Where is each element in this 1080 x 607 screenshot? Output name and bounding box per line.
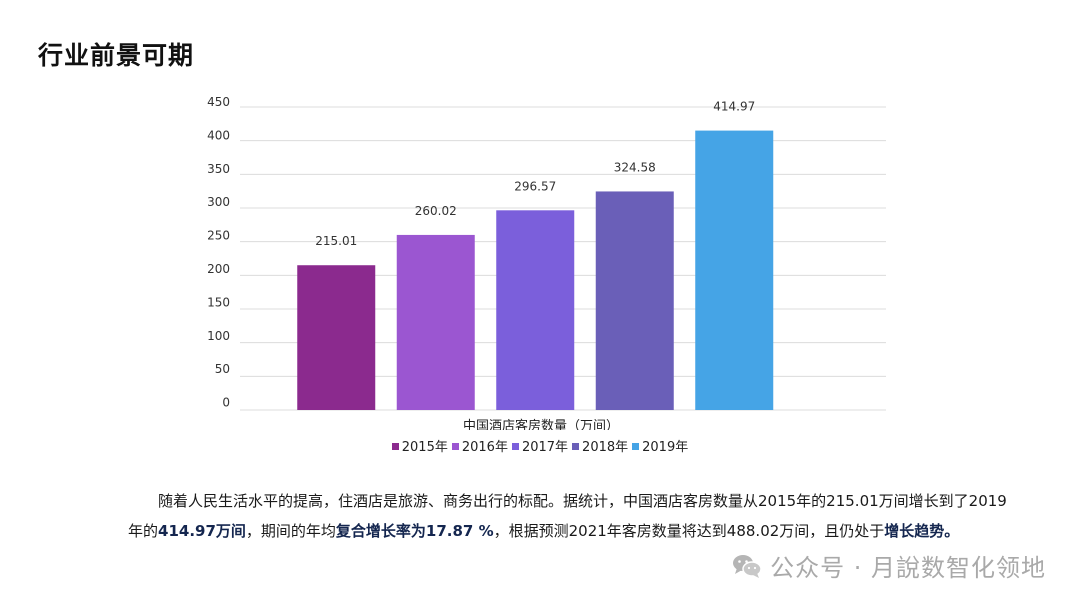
legend-item: 2019年 (632, 436, 688, 455)
watermark-text: 公众号 · 月說数智化领地 (770, 554, 1046, 582)
legend-swatch (391, 443, 399, 450)
chart-legend: 2015年 2016年 2017年 2018年 2019年 (0, 436, 1080, 455)
data-label: 414.97 (713, 100, 755, 114)
bar (297, 265, 376, 410)
paragraph-text-2: ，期间的年均 (245, 522, 336, 540)
paragraph-bold-3: 增长趋势。 (884, 522, 960, 540)
y-tick-label: 200 (207, 262, 230, 276)
y-tick-label: 250 (207, 229, 230, 243)
y-tick-label: 0 (222, 396, 230, 410)
legend-swatch (572, 443, 580, 450)
legend-swatch (632, 443, 640, 450)
y-tick-label: 100 (207, 329, 230, 343)
legend-label: 2019年 (642, 440, 689, 455)
legend-item: 2017年 (511, 436, 569, 455)
data-label: 260.02 (415, 204, 457, 218)
y-tick-label: 50 (215, 362, 230, 376)
data-label: 324.58 (614, 160, 656, 174)
bar-chart: 450 400 350 300 250 200 150 100 50 0 215.01 260.02 2… (207, 95, 886, 430)
y-tick-label: 150 (207, 295, 230, 309)
legend-swatch (451, 443, 459, 450)
y-tick-label: 300 (207, 195, 230, 209)
watermark: 公众号 · 月說数智化领地 (732, 548, 1046, 583)
wechat-icon (733, 554, 762, 578)
paragraph-text-3: ，根据预测2021年客房数量将达到488.02万间，且仍处于 (493, 522, 885, 540)
y-tick-label: 450 (207, 95, 230, 109)
legend-label: 2015年 (401, 440, 448, 455)
y-tick-label: 400 (207, 128, 230, 142)
description-paragraph: 随着人民生活水平的提高，住酒店是旅游、商务出行的标配。据统计，中国酒店客房数量从… (128, 486, 1008, 546)
legend-item: 2015年 (391, 436, 448, 455)
y-tick-label: 350 (207, 162, 230, 176)
data-label: 296.57 (514, 179, 556, 193)
legend-item: 2018年 (572, 436, 628, 455)
legend-label: 2016年 (461, 440, 508, 455)
bar (396, 234, 475, 410)
paragraph-text-1: 随着人民生活水平的提高，住酒店是旅游、商务出行的标配。据统计，中国酒店客房数量从… (128, 492, 1007, 540)
legend-swatch (511, 443, 519, 450)
bar (695, 130, 774, 411)
legend-item: 2016年 (451, 436, 508, 455)
data-label: 215.01 (315, 234, 357, 248)
bar (496, 210, 575, 410)
x-axis-title: 中国酒店客房数量（万间） (463, 418, 619, 430)
legend-label: 2018年 (582, 440, 629, 455)
legend-label: 2017年 (521, 440, 569, 455)
paragraph-bold-1: 414.97万间 (158, 522, 246, 540)
paragraph-bold-2: 复合增长率为17.87 % (335, 522, 494, 540)
bar (595, 191, 674, 410)
page-title: 行业前景可期 (38, 41, 195, 70)
